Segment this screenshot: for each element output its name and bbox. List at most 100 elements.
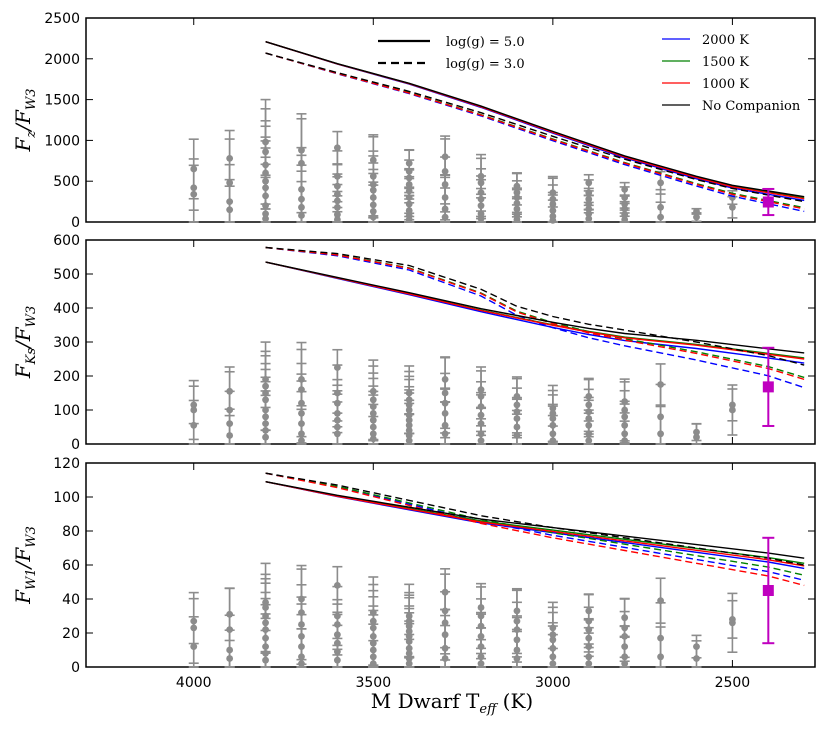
data-point — [585, 660, 593, 667]
panels: 05001000150020002500Fz/FW301002003004005… — [11, 11, 816, 691]
legend-line-styles: log(g) = 5.0 log(g) = 3.0 — [378, 35, 525, 72]
y-tick-label: 1000 — [44, 133, 80, 149]
model-curves — [265, 246, 805, 389]
data-point — [333, 216, 341, 223]
data-point — [729, 406, 736, 414]
data-point — [441, 430, 449, 438]
panel-middle: 0 100 200 300 400 500 600 FKs/FW3 — [11, 233, 816, 453]
data-point — [226, 206, 234, 214]
model-curve-nocomp-logg3 — [265, 52, 805, 203]
data-point — [369, 660, 377, 667]
y-tick-label: 100 — [53, 403, 80, 419]
y-tick-label: 300 — [53, 335, 80, 351]
y-tick-label: 60 — [62, 558, 80, 574]
y-tick-label: 20 — [62, 626, 80, 642]
data-point — [262, 433, 269, 441]
data-point — [226, 655, 234, 662]
y-tick-label: 200 — [53, 369, 80, 385]
data-point — [585, 437, 593, 444]
data-points — [188, 341, 738, 445]
data-point — [477, 215, 485, 223]
model-curve-1500k-logg3 — [265, 472, 805, 576]
y-tick-label: 600 — [53, 233, 80, 249]
highlight-point — [762, 187, 775, 217]
panel-top: 0 500 1000 1500 2000 2500 Fz/FW3 — [11, 11, 816, 231]
data-point — [298, 212, 305, 219]
legend-label: No Companion — [702, 99, 801, 114]
data-point — [513, 216, 521, 223]
data-point — [729, 203, 736, 211]
data-point — [621, 660, 629, 667]
data-point — [298, 437, 305, 444]
legend-label: log(g) = 3.0 — [446, 57, 525, 72]
data-point — [477, 437, 485, 444]
highlight-point — [762, 536, 775, 645]
data-points — [188, 98, 738, 224]
data-point — [657, 430, 664, 438]
data-point — [441, 213, 449, 221]
y-tick-label: 120 — [53, 456, 80, 472]
y-tick-label: 0 — [71, 660, 80, 676]
model-curve-nocomp-logg3 — [265, 246, 805, 366]
data-point — [190, 165, 198, 173]
data-point — [262, 215, 269, 223]
y-tick-label: 500 — [53, 267, 80, 283]
y-tick-label: 0 — [71, 215, 80, 231]
data-point — [477, 660, 485, 667]
y-axis-label: FKs/FW3 — [11, 306, 39, 380]
data-point — [513, 432, 521, 439]
model-curve-nocomp-logg3 — [265, 472, 805, 566]
data-point — [657, 213, 664, 221]
model-curve-nocomp-logg5 — [265, 261, 805, 354]
x-tick-label: 3000 — [535, 675, 571, 691]
data-point — [621, 437, 629, 444]
model-curves — [265, 41, 805, 213]
highlight-marker — [762, 381, 774, 393]
data-point — [549, 660, 557, 667]
y-axis-label: Fz/FW3 — [11, 88, 39, 152]
data-point — [190, 421, 198, 429]
model-curve-1500k-logg5 — [265, 481, 805, 564]
data-point — [405, 216, 413, 223]
legend-label: 1500 K — [702, 55, 749, 70]
model-curve-1000k-logg5 — [265, 261, 805, 360]
data-point — [369, 213, 377, 221]
data-point — [333, 144, 341, 152]
y-tick-label: 400 — [53, 301, 80, 317]
panel-bottom: 4000 3500 3000 2500 0 20 40 60 80 100 120 FW1/FW3 — [11, 456, 816, 691]
data-point — [441, 655, 449, 662]
model-curve-1000k-logg5 — [265, 481, 805, 567]
model-curve-nocomp-logg5 — [265, 481, 805, 559]
y-tick-label: 40 — [62, 592, 80, 608]
highlight-marker — [762, 196, 774, 208]
data-point — [369, 435, 377, 443]
y-tick-label: 500 — [53, 174, 80, 190]
model-curve-1000k-logg3 — [265, 246, 805, 381]
data-point — [190, 643, 198, 650]
data-point — [729, 619, 736, 627]
y-tick-label: 0 — [71, 437, 80, 453]
model-curve-1000k-logg3 — [265, 472, 805, 587]
model-curve-1500k-logg3 — [265, 246, 805, 379]
data-point — [693, 213, 700, 221]
highlight-point — [762, 346, 775, 427]
data-point — [298, 660, 305, 667]
data-point — [657, 179, 664, 187]
data-point — [226, 432, 234, 439]
y-tick-label: 2000 — [44, 52, 80, 68]
legend-label: log(g) = 5.0 — [446, 35, 525, 50]
axes-frame — [85, 17, 816, 223]
y-tick-label: 80 — [62, 524, 80, 540]
data-point — [549, 216, 557, 224]
legend-label: 1000 K — [702, 77, 749, 92]
data-point — [405, 660, 413, 667]
data-points — [188, 562, 738, 668]
data-point — [333, 656, 341, 664]
x-tick-label: 3500 — [355, 675, 391, 691]
y-tick-label: 2500 — [44, 11, 80, 27]
highlight-marker — [762, 585, 774, 596]
model-curve-1000k-logg3 — [265, 52, 805, 210]
x-tick-label: 4000 — [176, 675, 212, 691]
y-tick-label: 100 — [53, 490, 80, 506]
y-tick-label: 1500 — [44, 93, 80, 109]
